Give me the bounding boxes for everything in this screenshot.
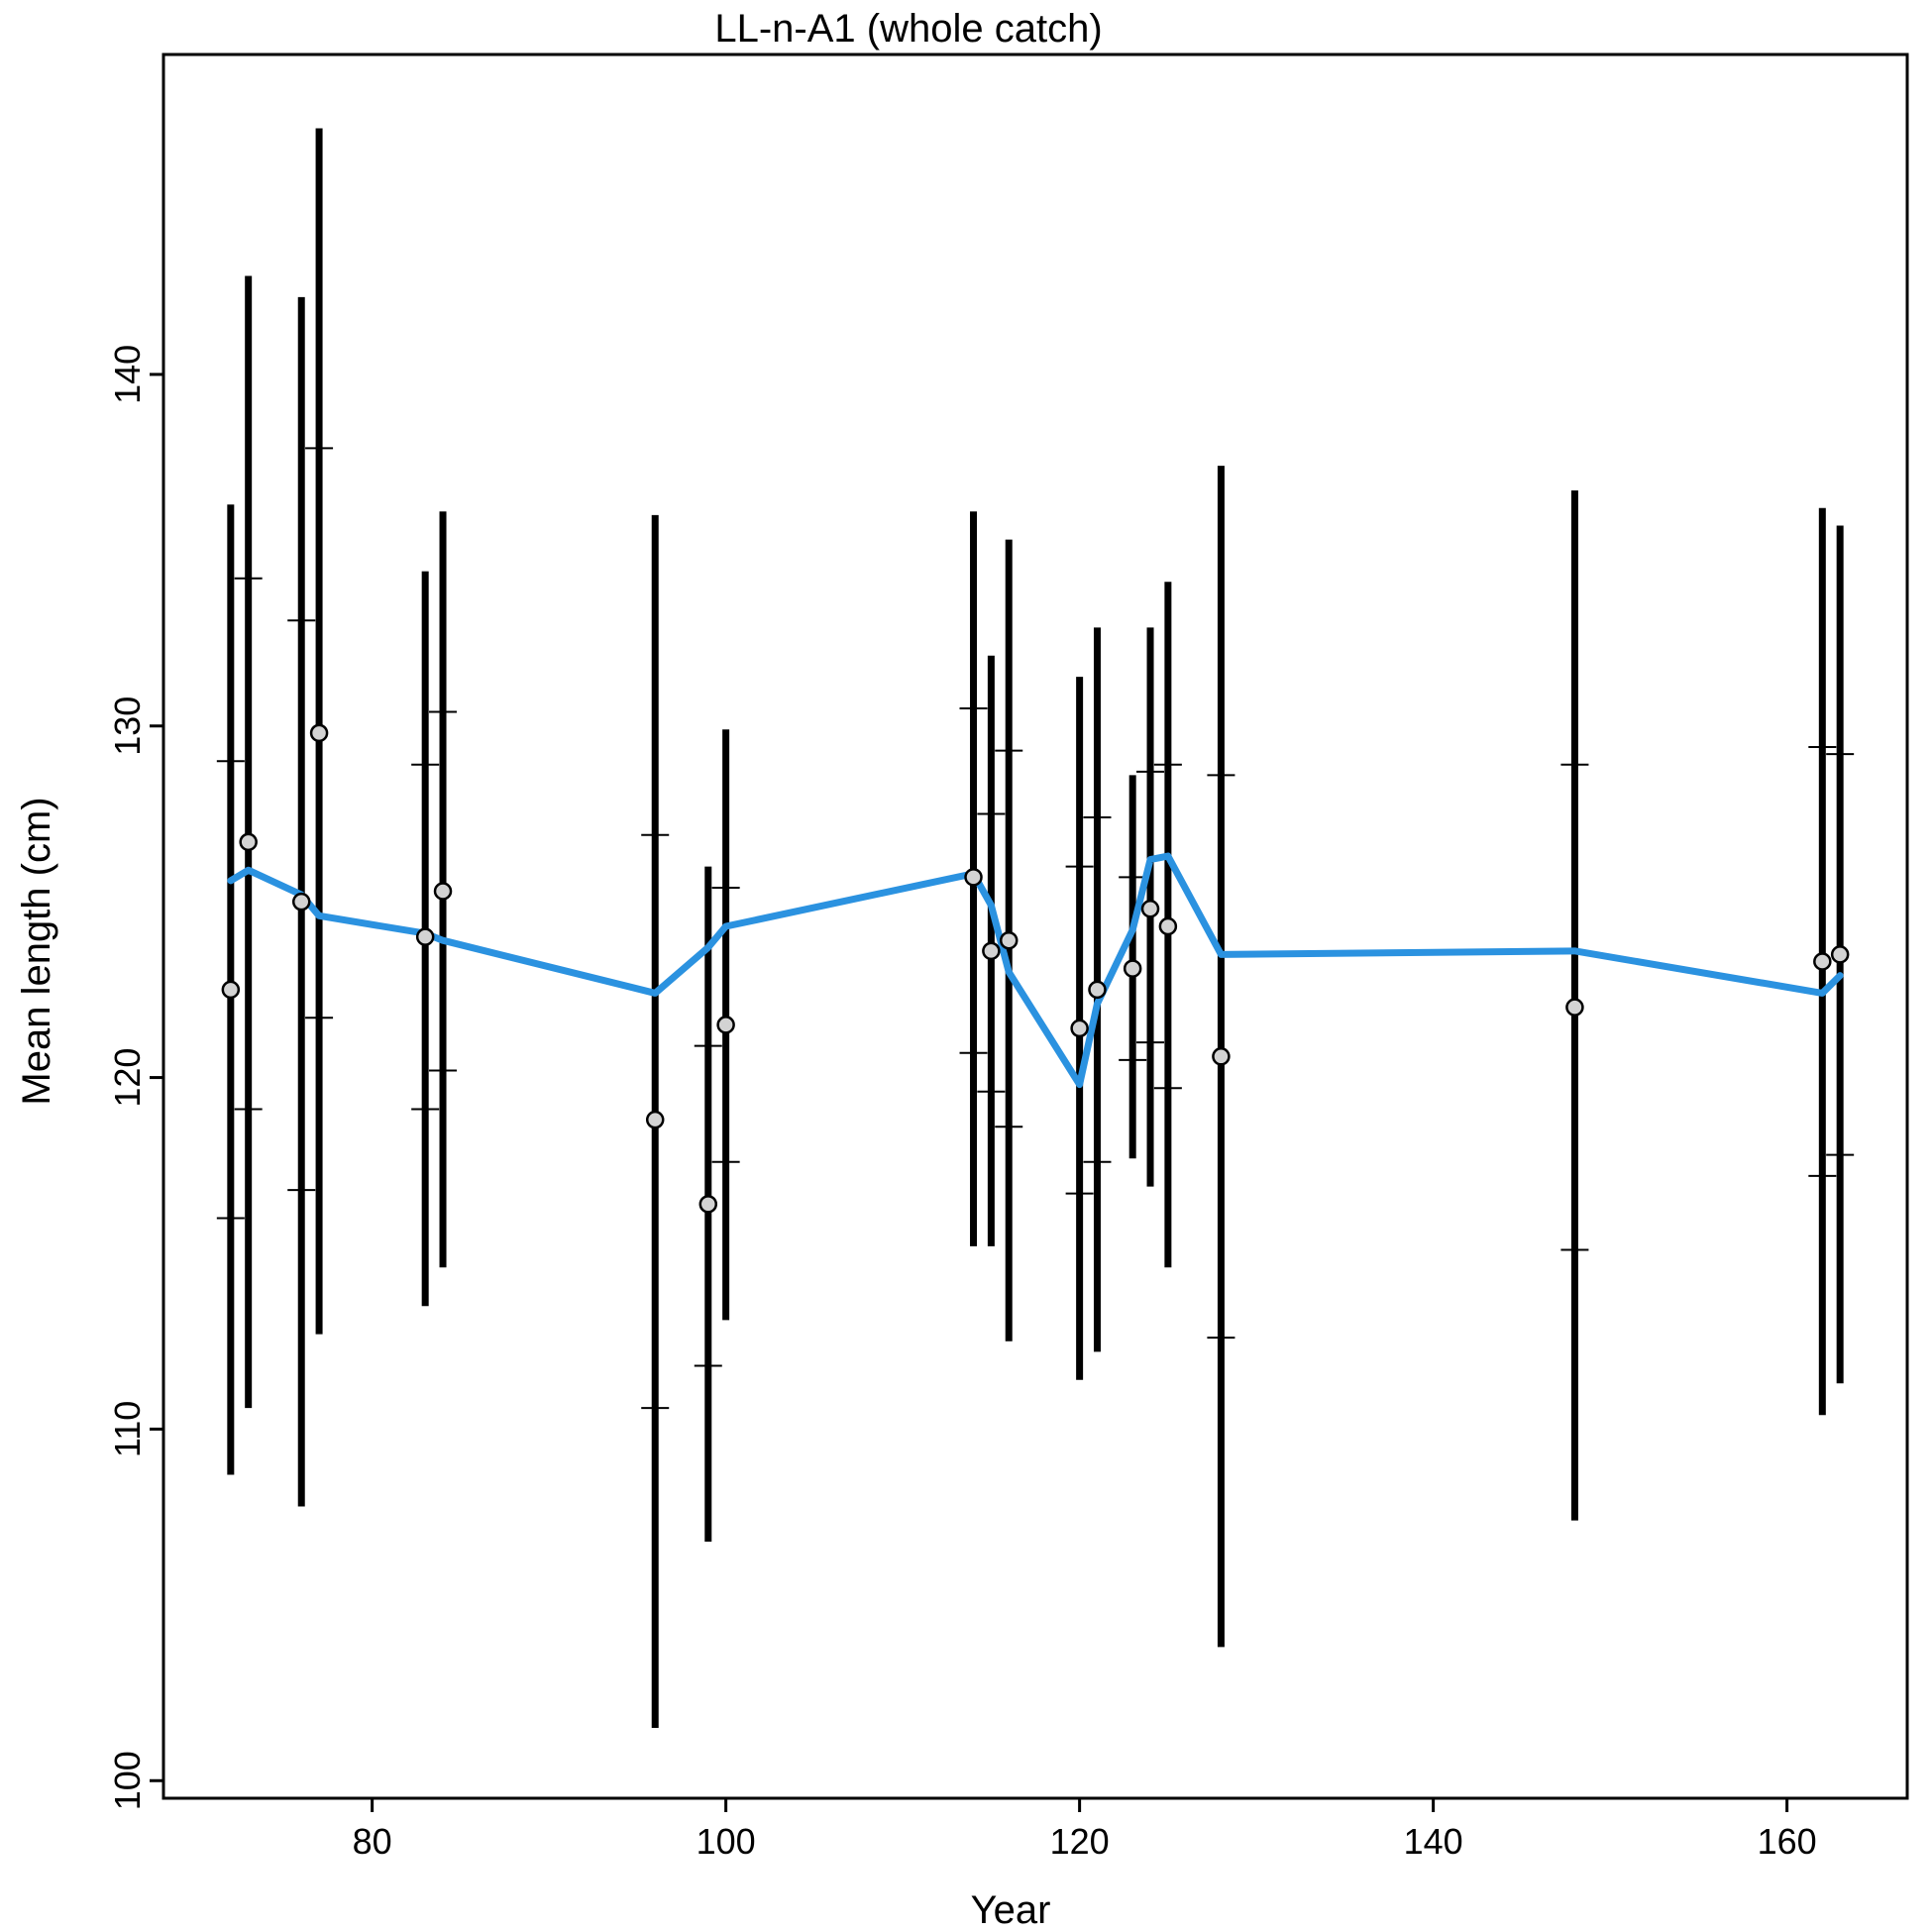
- data-point: [1830, 945, 1850, 964]
- data-point: [309, 723, 329, 743]
- data-point: [964, 868, 983, 887]
- data-point: [982, 941, 1001, 961]
- y-tick-label: 100: [107, 1751, 148, 1810]
- data-point: [1212, 1047, 1231, 1066]
- data-point: [1565, 998, 1584, 1017]
- data-point: [999, 930, 1019, 950]
- y-axis-label: Mean length (cm): [15, 797, 58, 1105]
- data-point: [415, 927, 435, 946]
- data-point: [1070, 1019, 1089, 1038]
- data-point: [291, 892, 311, 912]
- y-tick-label: 140: [107, 345, 148, 404]
- x-tick-label: 140: [1404, 1821, 1463, 1862]
- data-point: [716, 1016, 735, 1034]
- chart-title: LL-n-A1 (whole catch): [714, 7, 1102, 51]
- x-tick-label: 160: [1758, 1821, 1817, 1862]
- y-tick-label: 120: [107, 1048, 148, 1108]
- y-tick-label: 130: [107, 697, 148, 756]
- data-point: [1813, 952, 1832, 971]
- data-point: [433, 882, 453, 901]
- data-point: [1158, 916, 1178, 936]
- y-tick-label: 110: [107, 1401, 148, 1457]
- x-tick-label: 100: [697, 1821, 756, 1862]
- observed-points: [221, 723, 1850, 1214]
- x-tick-label: 120: [1050, 1821, 1110, 1862]
- data-point: [1123, 959, 1142, 978]
- data-point: [698, 1195, 718, 1214]
- expected-line: [227, 852, 1844, 1089]
- data-point: [1088, 980, 1107, 1000]
- data-point: [221, 980, 241, 1000]
- data-point: [645, 1110, 665, 1129]
- x-axis: 80 100 120 140 160: [353, 1798, 1817, 1862]
- data-point: [1140, 900, 1160, 918]
- x-tick-label: 80: [353, 1821, 392, 1862]
- x-axis-label: Year: [971, 1888, 1051, 1932]
- plot-frame: [161, 53, 1909, 1800]
- y-axis: 100 110 120 130 140: [107, 345, 163, 1810]
- error-bars: [216, 128, 1855, 1729]
- data-point: [239, 832, 258, 852]
- expected-series-line: [227, 852, 1844, 1089]
